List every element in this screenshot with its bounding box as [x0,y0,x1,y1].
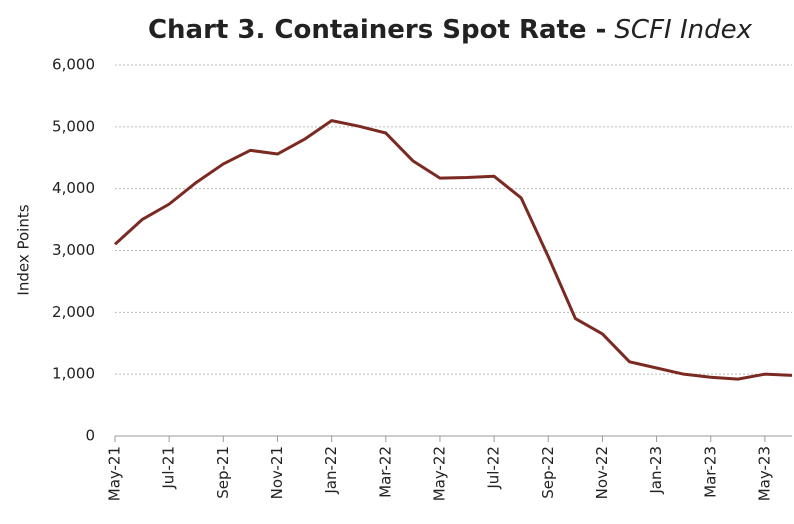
y-tick-label: 4,000 [52,179,95,197]
x-tick-label: Jul-21 [160,446,178,490]
x-tick-label: Nov-22 [593,446,611,499]
y-tick-label: 1,000 [52,365,95,383]
x-tick-label: Jan-22 [322,446,340,495]
title-main: Chart 3. Containers Spot Rate - [148,15,606,45]
title-italic: SCFI Index [614,15,752,45]
x-tick-label: Mar-22 [376,446,394,498]
chart-title: Chart 3. Containers Spot Rate - SCFI Inde… [148,15,753,45]
x-tick-label: Sep-21 [214,446,232,499]
y-tick-label: 6,000 [52,56,95,74]
line [113,119,793,381]
x-tick-label: May-22 [430,446,448,501]
x-tick-label: Mar-23 [701,446,719,498]
y-tick-label: 5,000 [52,117,95,135]
x-tick-label: May-23 [755,446,773,501]
y-axis-label: Index Points [15,204,33,295]
x-tick-label: Jul-22 [485,446,503,490]
x-tick-label: May-21 [106,446,124,501]
y-tick-label: 0 [85,427,95,445]
x-tick-label: Nov-21 [268,446,286,499]
y-tick-label: 3,000 [52,241,95,259]
x-tick-label: Sep-22 [539,446,557,499]
x-tick-label: Jan-23 [647,446,665,495]
y-tick-label: 2,000 [52,303,95,321]
